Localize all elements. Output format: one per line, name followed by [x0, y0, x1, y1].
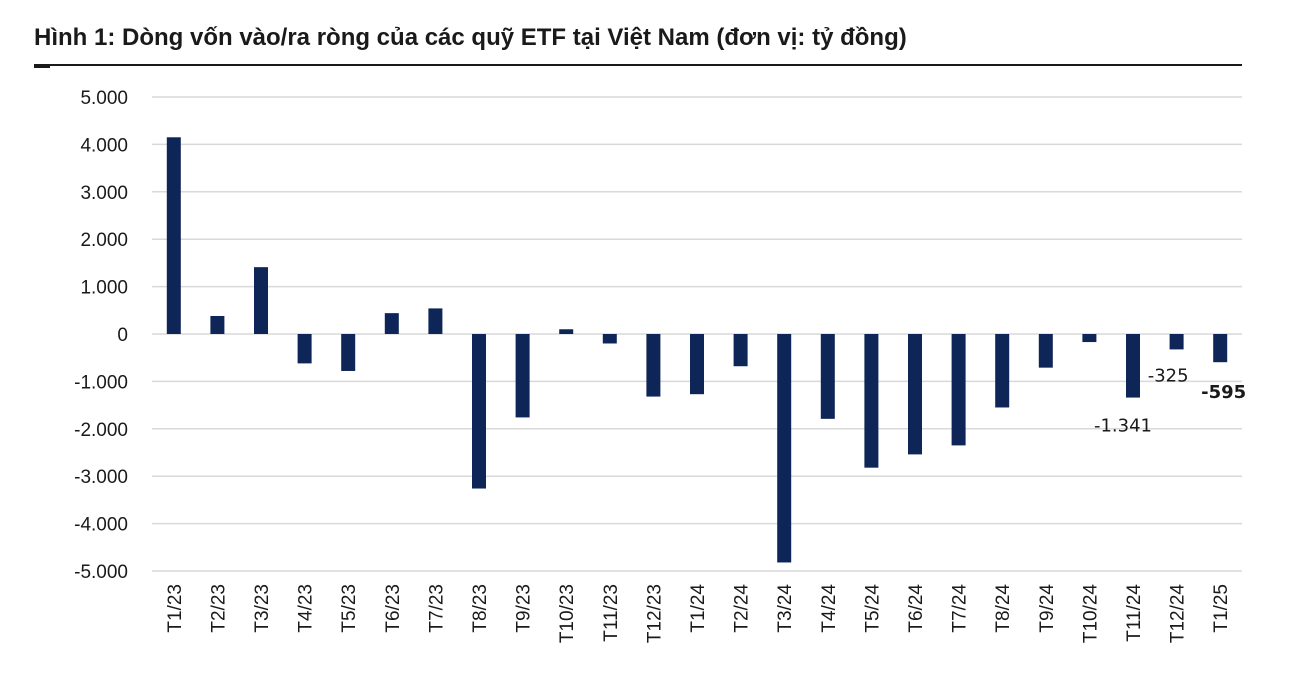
x-tick-label: T4/24 — [819, 584, 840, 633]
x-tick-label: T9/23 — [514, 584, 535, 633]
x-tick-label: T5/23 — [339, 584, 360, 633]
bar — [1213, 334, 1228, 363]
x-tick-label: T2/24 — [732, 584, 753, 633]
x-tick-label: T1/25 — [1211, 584, 1232, 633]
data-label: -595 — [1201, 382, 1246, 403]
bar — [1082, 334, 1097, 343]
bar — [1169, 334, 1184, 350]
y-tick-label: 4.000 — [80, 135, 128, 156]
bar — [733, 334, 748, 367]
bar — [995, 334, 1010, 408]
x-tick-label: T12/24 — [1168, 584, 1189, 644]
x-tick-label: T8/24 — [993, 584, 1014, 633]
x-tick-label: T5/24 — [862, 584, 883, 633]
x-tick-label: T12/23 — [644, 584, 665, 643]
bar — [254, 267, 268, 334]
x-tick-label: T6/23 — [383, 584, 404, 633]
title-underline-accent — [34, 66, 50, 68]
bar — [210, 315, 225, 334]
x-tick-label: T1/24 — [688, 584, 709, 633]
y-axis-ticks: 5.000 4.000 3.000 2.000 1.000 0 -1.000 -2.000 -3… — [74, 88, 128, 583]
y-tick-label: -1.000 — [74, 372, 128, 393]
bar — [1038, 334, 1053, 368]
bar — [908, 334, 922, 455]
y-tick-label: -3.000 — [74, 467, 128, 488]
x-tick-label: T10/23 — [557, 584, 578, 643]
y-tick-label: 2.000 — [80, 230, 128, 251]
data-label: -325 — [1148, 365, 1189, 386]
bar — [472, 334, 486, 489]
bar — [428, 308, 443, 334]
bar — [777, 334, 792, 563]
bars — [166, 137, 1228, 563]
bar — [864, 334, 879, 468]
y-tick-label: 0 — [117, 325, 128, 346]
x-tick-label: T7/24 — [950, 584, 971, 633]
y-tick-label: -4.000 — [74, 515, 128, 536]
y-tick-label: -2.000 — [74, 420, 128, 441]
x-tick-label: T3/24 — [775, 584, 796, 633]
x-tick-label: T1/23 — [165, 584, 186, 633]
x-tick-label: T7/23 — [426, 584, 447, 633]
y-tick-label: 1.000 — [80, 278, 128, 299]
x-tick-label: T4/23 — [296, 584, 317, 633]
bar — [384, 313, 399, 334]
x-tick-label: T8/23 — [470, 584, 491, 633]
data-labels: -1.341 -325 -595 — [1094, 365, 1246, 436]
bar — [166, 137, 181, 334]
title-underline — [34, 64, 1242, 66]
x-tick-label: T9/24 — [1037, 584, 1058, 633]
bar — [820, 334, 835, 419]
bar — [646, 334, 661, 397]
bar — [690, 334, 704, 395]
x-tick-label: T3/23 — [252, 584, 273, 633]
bar — [341, 334, 356, 371]
bar — [559, 329, 574, 334]
y-tick-label: 3.000 — [80, 183, 128, 204]
x-tick-label: T11/23 — [601, 584, 622, 642]
x-tick-label: T11/24 — [1124, 584, 1145, 642]
data-label: -1.341 — [1094, 416, 1152, 437]
bar — [1126, 334, 1140, 398]
x-axis-ticks: T1/23 T2/23 T3/23 T4/23 T5/23 T6/23 T7/23 T8/23… — [165, 584, 1232, 644]
chart-title: Hình 1: Dòng vốn vào/ra ròng của các quỹ… — [34, 24, 907, 51]
bar — [602, 334, 617, 344]
bar — [297, 334, 312, 364]
bar — [951, 334, 966, 446]
y-tick-label: 5.000 — [80, 88, 128, 109]
x-tick-label: T2/23 — [208, 584, 229, 633]
x-tick-label: T10/24 — [1080, 584, 1101, 644]
x-tick-label: T6/24 — [906, 584, 927, 633]
y-tick-label: -5.000 — [74, 562, 128, 583]
bar — [515, 334, 530, 418]
